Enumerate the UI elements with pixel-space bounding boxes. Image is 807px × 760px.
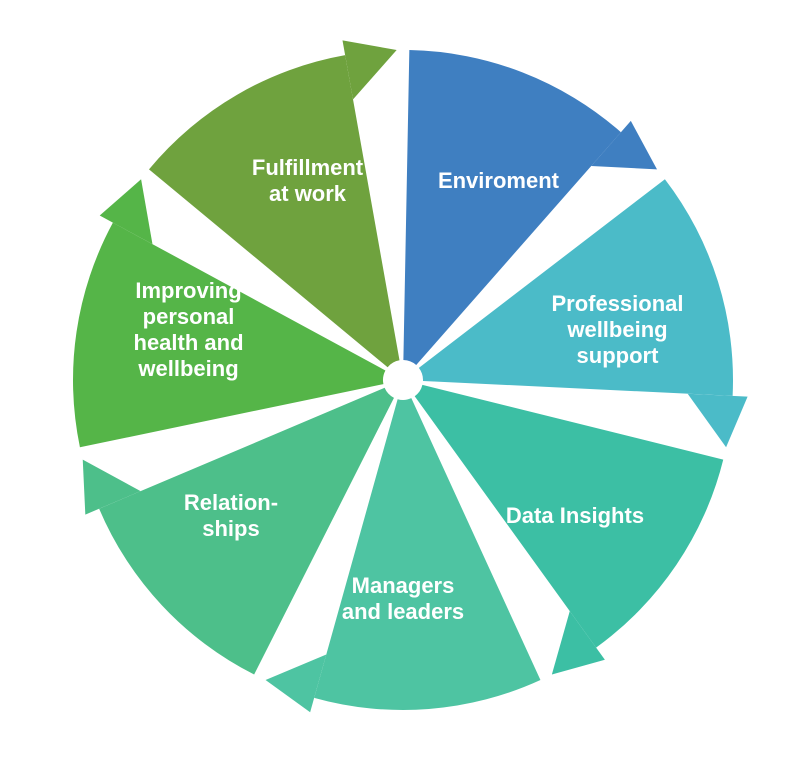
cycle-segment-arrowhead (688, 394, 748, 448)
cycle-segment-label: Managersand leaders (342, 573, 464, 624)
cycle-segment-label: Improvingpersonalhealth andwellbeing (134, 278, 244, 381)
cycle-segment-arrowhead (266, 654, 327, 712)
cycle-segment-label: Enviroment (438, 168, 560, 193)
cycle-segment-label: Data Insights (506, 503, 644, 528)
cycle-diagram: EnviromentProfessionalwellbeingsupportDa… (0, 0, 807, 760)
